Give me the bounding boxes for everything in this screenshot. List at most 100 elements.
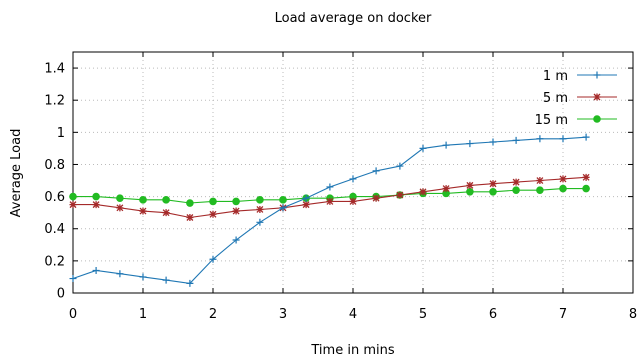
x-tick-label: 3 xyxy=(279,307,287,322)
data-point-5m xyxy=(536,177,544,185)
data-point-5m xyxy=(326,197,334,205)
legend-label: 5 m xyxy=(543,91,568,106)
data-point-15m xyxy=(232,197,240,206)
legend-label: 1 m xyxy=(543,69,568,84)
x-tick-label: 4 xyxy=(349,307,357,322)
y-tick-label: 1.2 xyxy=(44,94,65,109)
series-1m xyxy=(69,133,590,287)
data-point-5m xyxy=(209,210,217,218)
data-point-15m xyxy=(209,197,217,206)
y-tick-label: 0.8 xyxy=(44,158,65,173)
data-point-15m xyxy=(256,196,264,204)
series-5m xyxy=(69,173,590,221)
data-point-1m xyxy=(326,183,334,191)
y-tick-label: 1.4 xyxy=(44,62,65,77)
data-point-1m xyxy=(256,218,264,226)
data-point-15m xyxy=(536,186,544,194)
data-point-5m xyxy=(512,178,520,186)
legend-marker xyxy=(593,71,601,79)
data-point-1m xyxy=(372,167,380,175)
data-point-5m xyxy=(139,207,147,215)
legend-marker xyxy=(593,115,601,123)
data-point-1m xyxy=(466,140,474,148)
data-point-15m xyxy=(116,194,124,203)
y-tick-label: 0.6 xyxy=(44,190,65,205)
data-point-1m xyxy=(139,273,147,281)
data-point-15m xyxy=(489,187,497,196)
y-tick-label: 0.2 xyxy=(44,254,65,269)
data-point-5m xyxy=(69,201,77,209)
x-tick-label: 0 xyxy=(69,307,77,322)
y-tick-label: 1 xyxy=(57,126,65,141)
data-point-1m xyxy=(396,162,404,170)
data-point-1m xyxy=(559,135,567,143)
data-point-15m xyxy=(139,196,147,204)
axis-ticks: 0 0.2 0.4 0.6 0.8 1 1.2 1.4 0 1 2 3 4 5 6 7 8 xyxy=(44,52,637,322)
data-point-1m xyxy=(209,255,217,263)
x-tick-label: 8 xyxy=(629,307,637,322)
data-point-15m xyxy=(92,192,100,201)
data-point-1m xyxy=(349,175,357,183)
data-point-1m xyxy=(116,270,124,278)
y-axis-label: Average Load xyxy=(9,129,24,218)
data-point-5m xyxy=(396,191,404,199)
series-group xyxy=(69,133,590,287)
data-point-5m xyxy=(302,201,310,209)
data-point-5m xyxy=(116,204,124,212)
data-point-5m xyxy=(419,188,427,196)
x-tick-label: 2 xyxy=(209,307,217,322)
data-point-1m xyxy=(302,194,310,202)
data-point-15m xyxy=(349,192,357,201)
x-tick-label: 7 xyxy=(559,307,567,322)
legend-item-1m: 1 m xyxy=(543,69,617,84)
legend-item-15m: 15 m xyxy=(535,113,617,128)
data-point-1m xyxy=(419,144,427,152)
data-point-1m xyxy=(512,136,520,144)
x-axis-label: Time in mins xyxy=(310,343,394,358)
legend: 1 m 5 m 15 m xyxy=(535,69,617,128)
data-point-5m xyxy=(256,205,264,213)
data-point-15m xyxy=(466,187,474,196)
grid xyxy=(73,52,633,293)
legend-marker xyxy=(593,93,601,101)
data-point-1m xyxy=(232,236,240,244)
data-point-1m xyxy=(442,141,450,149)
legend-label: 15 m xyxy=(535,113,568,128)
x-tick-label: 6 xyxy=(489,307,497,322)
data-point-5m xyxy=(162,209,170,217)
data-point-15m xyxy=(279,196,287,204)
data-point-1m xyxy=(186,279,194,287)
data-point-1m xyxy=(92,267,100,275)
data-point-5m xyxy=(489,180,497,188)
data-point-15m xyxy=(69,192,77,201)
data-point-5m xyxy=(92,201,100,209)
data-point-15m xyxy=(186,199,194,207)
x-tick-label: 1 xyxy=(139,307,147,322)
y-tick-label: 0.4 xyxy=(44,222,65,237)
data-point-15m xyxy=(582,184,590,193)
data-point-5m xyxy=(349,197,357,205)
data-point-15m xyxy=(442,189,450,198)
x-tick-label: 5 xyxy=(419,307,427,322)
data-point-1m xyxy=(582,133,590,141)
legend-item-5m: 5 m xyxy=(543,91,617,106)
data-point-15m xyxy=(559,184,567,193)
chart-title: Load average on docker xyxy=(275,11,432,26)
data-point-5m xyxy=(232,207,240,215)
data-point-1m xyxy=(162,276,170,284)
series-line-1m xyxy=(72,136,587,284)
data-point-15m xyxy=(162,196,170,204)
data-point-1m xyxy=(69,275,77,283)
data-point-5m xyxy=(559,175,567,183)
data-point-15m xyxy=(512,186,520,194)
data-point-5m xyxy=(372,194,380,202)
data-point-5m xyxy=(582,173,590,181)
data-point-1m xyxy=(279,204,287,212)
data-point-5m xyxy=(186,213,194,221)
y-tick-label: 0 xyxy=(57,287,65,302)
data-point-1m xyxy=(489,138,497,146)
data-point-5m xyxy=(466,181,474,189)
data-point-5m xyxy=(442,185,450,193)
data-point-1m xyxy=(536,135,544,143)
